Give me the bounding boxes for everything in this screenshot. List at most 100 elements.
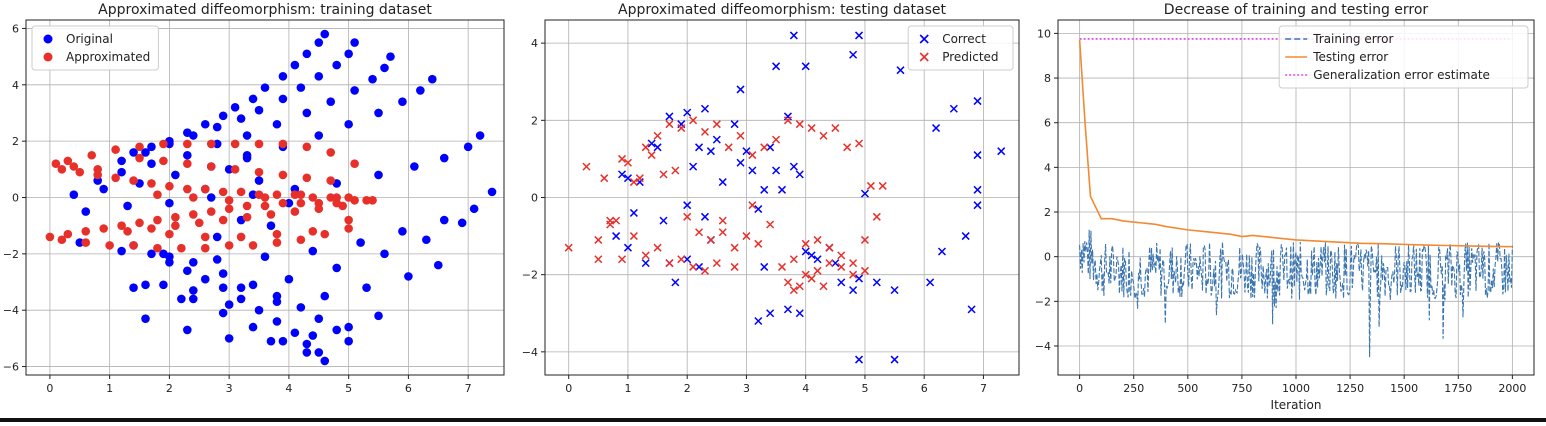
x-tick-label: 0	[46, 382, 53, 395]
data-point	[326, 193, 336, 202]
data-point	[932, 124, 941, 133]
data-point	[135, 218, 144, 228]
data-point	[165, 198, 174, 208]
data-point	[973, 97, 982, 106]
data-point	[849, 259, 858, 268]
data-point	[81, 227, 91, 236]
data-point	[380, 249, 389, 259]
data-point	[344, 49, 353, 59]
data-point	[926, 278, 935, 287]
data-point	[600, 174, 609, 183]
data-point	[117, 221, 126, 230]
x-tick-label: 2000	[1498, 382, 1526, 395]
data-point	[374, 170, 383, 180]
data-point	[949, 104, 958, 113]
data-point	[344, 215, 353, 225]
data-point	[937, 247, 947, 256]
data-point	[350, 86, 359, 95]
data-point	[819, 131, 828, 140]
data-point	[617, 170, 627, 179]
data-point	[368, 74, 377, 84]
data-point	[314, 348, 324, 357]
data-point	[218, 308, 228, 318]
data-point	[200, 184, 210, 194]
data-point	[356, 238, 365, 247]
data-point	[302, 49, 312, 59]
data-point	[224, 196, 234, 205]
data-point	[248, 94, 258, 104]
data-point	[854, 139, 864, 148]
data-point	[683, 201, 692, 210]
chart-1: 0 1 2 3 4 5 6 7 −6 −4 −2 0 2 4 6 Approximated diffeomor…	[3, 2, 505, 395]
y-tick-label: −4	[3, 304, 19, 317]
data-point	[272, 238, 282, 247]
data-point	[647, 139, 656, 148]
y-tick-label: −4	[522, 346, 538, 359]
data-point	[730, 120, 739, 129]
data-point	[183, 159, 192, 168]
data-point	[290, 207, 300, 216]
data-point	[153, 243, 162, 253]
data-point	[111, 173, 120, 183]
data-point	[93, 165, 102, 174]
data-point	[45, 232, 55, 242]
data-point	[712, 135, 721, 144]
data-point	[635, 174, 644, 183]
data-point	[260, 193, 270, 202]
data-point	[380, 63, 389, 73]
data-point	[736, 85, 745, 94]
legend: Correct Predicted	[907, 25, 1014, 71]
data-point	[266, 336, 276, 346]
data-point	[129, 241, 138, 250]
data-point	[254, 305, 264, 315]
data-point	[872, 278, 881, 287]
data-point	[99, 224, 108, 233]
data-point	[350, 159, 359, 168]
data-point	[783, 305, 792, 314]
data-point	[463, 142, 473, 152]
data-point	[736, 158, 745, 167]
data-point	[653, 143, 662, 152]
data-point	[147, 224, 156, 233]
data-point	[807, 251, 816, 260]
data-point	[165, 229, 174, 239]
data-point	[487, 187, 497, 197]
data-point	[831, 259, 840, 268]
chart-title: Decrease of training and testing error	[1164, 2, 1429, 18]
legend-entry: Approximated	[66, 50, 150, 64]
data-point	[374, 311, 383, 321]
data-point	[272, 229, 282, 239]
data-point	[718, 228, 727, 237]
y-tick-label: 8	[1044, 72, 1051, 85]
data-point	[278, 72, 288, 81]
data-point	[623, 158, 632, 167]
data-point	[332, 325, 342, 335]
data-point	[878, 181, 887, 190]
data-point	[254, 176, 264, 185]
data-point	[433, 260, 443, 270]
data-point	[718, 178, 727, 187]
legend-entry: Training error	[1312, 32, 1393, 46]
data-point	[236, 114, 246, 123]
data-point	[147, 179, 156, 188]
data-point	[183, 325, 192, 335]
data-point	[772, 166, 781, 175]
data-point	[272, 119, 282, 129]
y-tick-label: 0	[1044, 251, 1051, 264]
data-point	[278, 198, 288, 208]
data-point	[224, 300, 234, 309]
data-point	[819, 282, 828, 291]
data-point	[236, 187, 246, 197]
data-point	[302, 339, 312, 349]
y-tick-label: 4	[531, 37, 538, 50]
data-point	[594, 255, 603, 264]
data-point	[135, 153, 144, 163]
data-point	[260, 201, 270, 211]
data-point	[159, 139, 168, 149]
data-point	[872, 212, 881, 221]
plot-area	[564, 31, 1006, 364]
data-point	[653, 243, 662, 252]
data-point	[712, 259, 721, 268]
data-point	[386, 52, 395, 61]
data-point	[837, 251, 846, 260]
